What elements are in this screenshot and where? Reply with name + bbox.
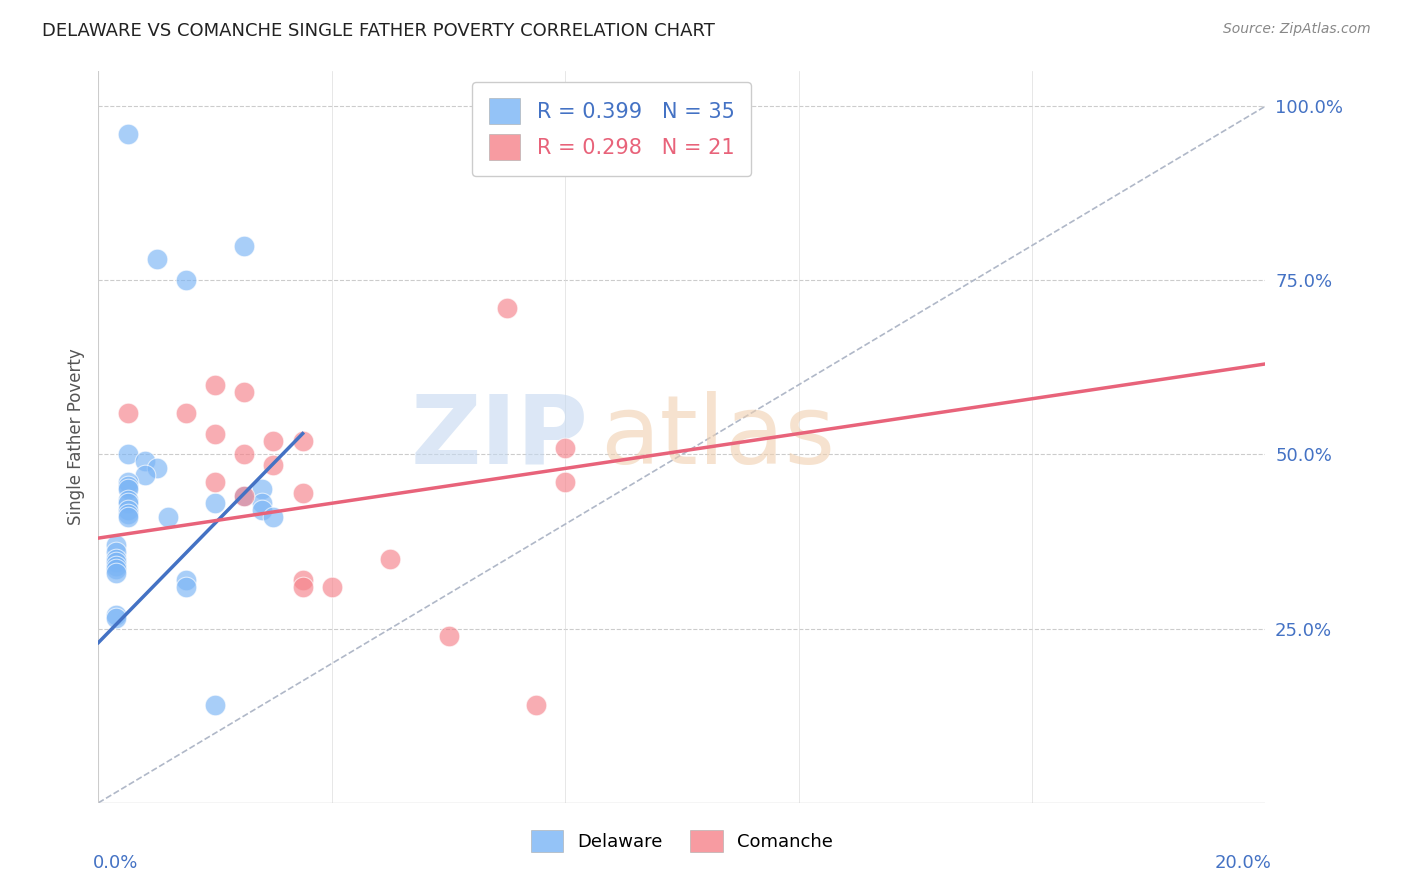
Point	[117, 483, 139, 497]
Point	[117, 507, 139, 521]
Point	[204, 698, 226, 713]
Point	[117, 479, 139, 493]
Point	[233, 489, 256, 503]
Point	[174, 273, 197, 287]
Point	[117, 406, 139, 420]
Text: 20.0%: 20.0%	[1215, 854, 1271, 872]
Point	[291, 580, 314, 594]
Point	[134, 468, 156, 483]
Point	[134, 454, 156, 468]
Point	[157, 510, 180, 524]
Y-axis label: Single Father Poverty: Single Father Poverty	[66, 349, 84, 525]
Point	[117, 448, 139, 462]
Point	[104, 611, 127, 625]
Point	[204, 496, 226, 510]
Point	[250, 483, 273, 497]
Point	[263, 434, 285, 448]
Point	[174, 406, 197, 420]
Point	[233, 238, 256, 252]
Point	[437, 629, 460, 643]
Point	[250, 503, 273, 517]
Text: Source: ZipAtlas.com: Source: ZipAtlas.com	[1223, 22, 1371, 37]
Point	[117, 503, 139, 517]
Point	[117, 492, 139, 507]
Point	[291, 573, 314, 587]
Text: atlas: atlas	[600, 391, 835, 483]
Point	[117, 496, 139, 510]
Point	[250, 496, 273, 510]
Point	[104, 538, 127, 552]
Point	[496, 301, 519, 316]
Legend: Delaware, Comanche: Delaware, Comanche	[523, 823, 841, 860]
Point	[174, 573, 197, 587]
Point	[104, 558, 127, 573]
Point	[104, 566, 127, 580]
Point	[104, 607, 127, 622]
Point	[524, 698, 547, 713]
Point	[233, 448, 256, 462]
Point	[117, 510, 139, 524]
Point	[291, 485, 314, 500]
Text: 0.0%: 0.0%	[93, 854, 138, 872]
Point	[204, 426, 226, 441]
Point	[104, 545, 127, 559]
Point	[321, 580, 343, 594]
Point	[146, 461, 169, 475]
Point	[263, 458, 285, 472]
Point	[174, 580, 197, 594]
Point	[104, 562, 127, 576]
Point	[204, 475, 226, 490]
Point	[291, 434, 314, 448]
Point	[117, 475, 139, 490]
Text: ZIP: ZIP	[411, 391, 589, 483]
Point	[146, 252, 169, 267]
Point	[233, 384, 256, 399]
Point	[263, 510, 285, 524]
Point	[204, 377, 226, 392]
Point	[554, 441, 576, 455]
Point	[104, 552, 127, 566]
Point	[380, 552, 402, 566]
Point	[117, 127, 139, 141]
Point	[104, 556, 127, 570]
Text: DELAWARE VS COMANCHE SINGLE FATHER POVERTY CORRELATION CHART: DELAWARE VS COMANCHE SINGLE FATHER POVER…	[42, 22, 716, 40]
Point	[554, 475, 576, 490]
Point	[233, 489, 256, 503]
